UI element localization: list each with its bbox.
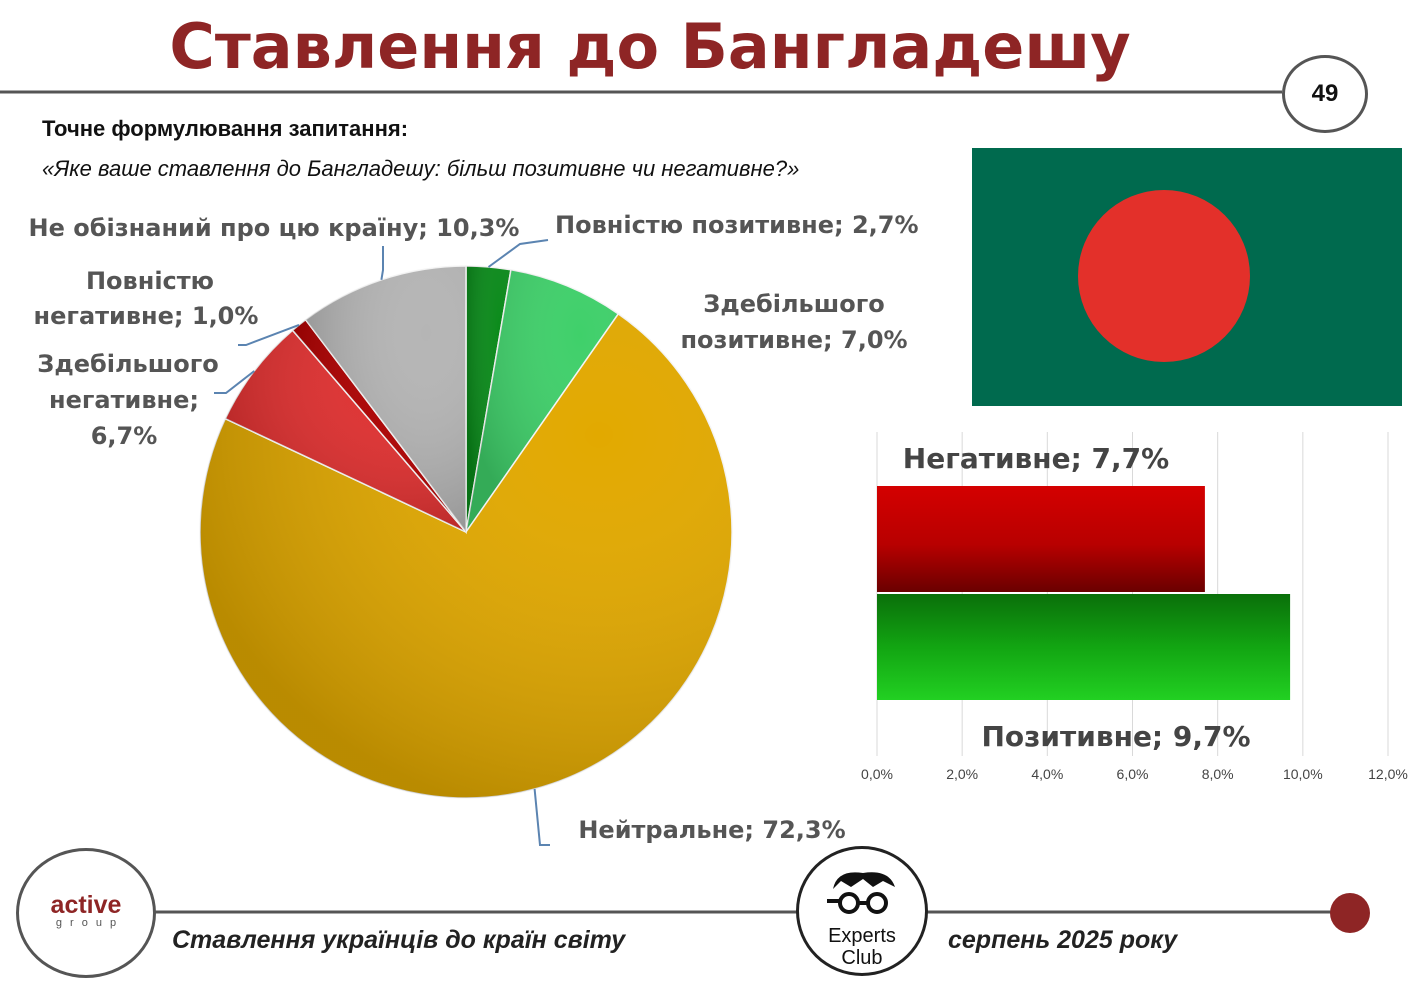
bar-tick-label: 8,0% (1202, 766, 1234, 782)
footer-left-text: Ставлення українців до країн світу (172, 926, 626, 954)
pie-leader-line (380, 246, 384, 280)
pie-label: Нейтральне; 72,3% (578, 816, 845, 844)
pie-slice-shade (305, 266, 466, 532)
pie-slice-shade (466, 269, 619, 532)
bar-tick-label: 12,0% (1368, 766, 1408, 782)
pie-label: Повністю позитивне; 2,7% (555, 211, 919, 239)
bar (877, 486, 1205, 592)
pie-label: Здебільшого (37, 350, 218, 378)
logo-active-word: active (50, 891, 122, 919)
question-text: «Яке ваше ставлення до Бангладешу: більш… (42, 156, 800, 181)
flag-red-disc (1078, 190, 1250, 362)
pie-label: Не обізнаний про цю країну; 10,3% (29, 214, 520, 242)
bar-tick-label: 2,0% (946, 766, 978, 782)
bar-tick-label: 4,0% (1031, 766, 1063, 782)
decor-red-dot (1330, 893, 1370, 933)
active-group-logo: active group (16, 848, 156, 978)
page-number: 49 (1282, 55, 1368, 133)
pie-slice-shade (225, 330, 466, 532)
pie-label: Повністю (86, 267, 214, 295)
bar-label: Негативне; 7,7% (903, 442, 1169, 475)
bar-tick-label: 6,0% (1117, 766, 1149, 782)
pie-label: 6,7% (91, 422, 158, 450)
question-label: Точне формулювання запитання: (42, 116, 409, 141)
glasses-icon (827, 872, 895, 914)
pie-leader-line (533, 788, 550, 846)
bar (877, 594, 1291, 700)
pie-label: негативне; 1,0% (34, 302, 259, 330)
pie-label: негативне; (49, 386, 199, 414)
pie-leader-line (487, 239, 549, 268)
bar-tick-label: 10,0% (1283, 766, 1323, 782)
experts-club-logo: Experts Club (796, 846, 928, 976)
pie-slice-shade (292, 319, 466, 532)
logo-experts-word1: Experts (828, 925, 896, 947)
pie-leader-line (238, 323, 300, 346)
footer-right-text: серпень 2025 року (948, 926, 1178, 954)
bangladesh-flag-image (972, 148, 1402, 406)
bar-tick-label: 0,0% (861, 766, 893, 782)
pie-leader-line (214, 370, 255, 394)
logo-active-sub: group (55, 917, 125, 929)
pie-label: Здебільшого (703, 290, 884, 318)
pie-label: позитивне; 7,0% (680, 326, 907, 354)
pie-slice-shade (200, 313, 733, 798)
logo-experts-word2: Club (841, 947, 883, 969)
page-title: Ставлення до Бангладешу (169, 10, 1131, 83)
bar-label: Позитивне; 9,7% (981, 720, 1250, 753)
